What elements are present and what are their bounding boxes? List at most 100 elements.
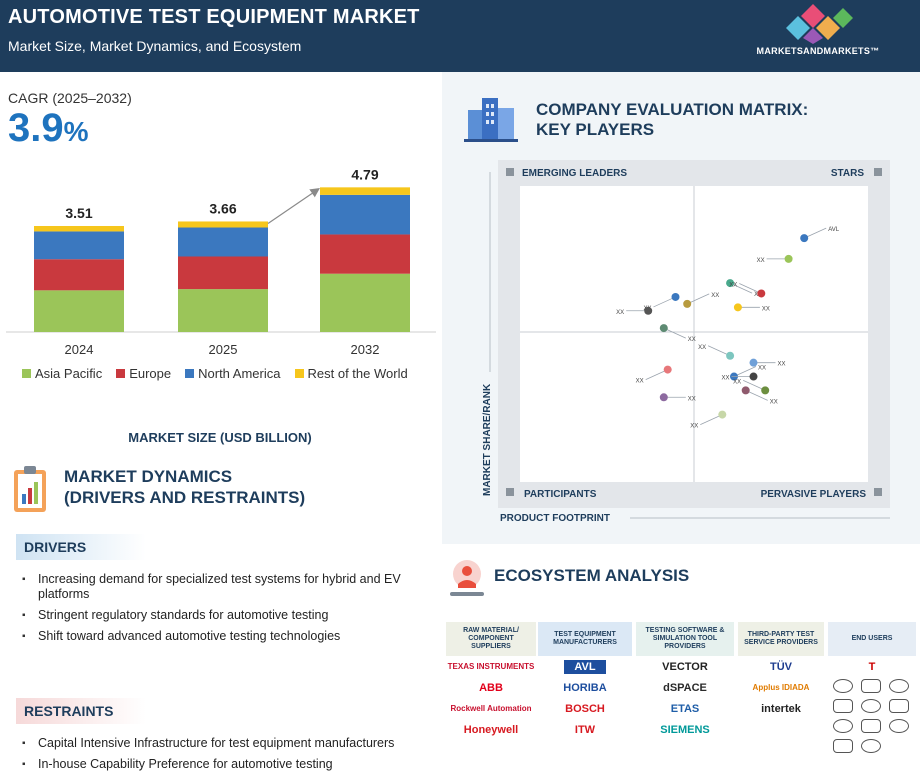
bar-segment — [320, 194, 410, 235]
ecosystem-column: END USERS T — [828, 622, 916, 784]
bar-segment — [320, 273, 410, 332]
car-brand-emblem-icon — [861, 699, 881, 713]
market-size-panel: CAGR (2025–2032) 3.9% 3.51 2024 3.66 2025 4.… — [0, 72, 440, 452]
point-leader-line — [804, 227, 827, 239]
quadrant-label-emerging-leaders: EMERGING LEADERS — [522, 168, 627, 179]
x-axis-label: PRODUCT FOOTPRINT — [500, 513, 610, 524]
matrix-title-line1: COMPANY EVALUATION MATRIX: — [536, 100, 809, 119]
company-point-label: XX — [757, 258, 765, 264]
drivers-list: Increasing demand for specialized test s… — [22, 572, 432, 650]
buildings-icon — [464, 98, 518, 142]
marketsandmarkets-logo-icon — [786, 4, 853, 44]
company-point-label: XX — [770, 399, 778, 405]
point-leader-line — [745, 389, 768, 401]
bar-segment — [34, 259, 124, 291]
company-logo: VECTOR — [662, 660, 708, 673]
cagr-number: 3.9 — [8, 106, 64, 150]
company-point-label: XX — [721, 376, 729, 382]
company-point — [749, 372, 758, 381]
point-leader-line — [663, 327, 686, 339]
company-point — [718, 410, 727, 419]
market-size-caption: MARKET SIZE (USD BILLION) — [128, 430, 312, 445]
legend-label: Rest of the World — [307, 366, 408, 381]
emerging-leaders-icon — [506, 168, 514, 176]
ecosystem-column-header: TESTING SOFTWARE & SIMULATION TOOL PROVI… — [636, 622, 734, 656]
ecosystem-column: THIRD-PARTY TEST SERVICE PROVIDERS TÜV App… — [738, 622, 824, 784]
matrix-title: COMPANY EVALUATION MATRIX: KEY PLAYERS — [536, 100, 808, 140]
legend-item: North America — [185, 366, 281, 381]
company-point-label: XX — [690, 424, 698, 430]
list-item: Shift toward advanced automotive testing… — [22, 629, 432, 644]
legend-item: Rest of the World — [294, 366, 408, 381]
x-tick-label: 2025 — [209, 342, 238, 357]
company-point — [659, 393, 668, 402]
company-logo: ETAS — [670, 702, 700, 715]
page-subtitle: Market Size, Market Dynamics, and Ecosys… — [8, 38, 302, 54]
legend-swatch — [116, 369, 126, 378]
company-logo: Rockwell Automation — [450, 704, 532, 713]
bar-segment — [34, 225, 124, 232]
bar-segment — [178, 256, 268, 290]
ecosystem-title: ECOSYSTEM ANALYSIS — [494, 566, 690, 585]
end-user-logos — [828, 679, 916, 753]
stars-icon — [874, 168, 882, 176]
bar-total-label: 3.66 — [209, 200, 236, 216]
dynamics-title: MARKET DYNAMICS (DRIVERS AND RESTRAINTS) — [64, 466, 305, 508]
list-item: Stringent regulatory standards for autom… — [22, 608, 432, 623]
ecosystem-column: RAW MATERIAL/ COMPONENT SUPPLIERS TEXAS I… — [446, 622, 536, 784]
company-logo: TÜV — [770, 660, 792, 673]
cagr-label: CAGR (2025–2032) — [8, 90, 132, 106]
list-item: Capital Intensive Infrastructure for tes… — [22, 736, 432, 751]
company-point — [671, 292, 680, 301]
car-brand-emblem-icon — [861, 739, 881, 753]
market-dynamics-panel: MARKET DYNAMICS (DRIVERS AND RESTRAINTS)… — [0, 452, 440, 784]
company-point-label: XX — [616, 310, 624, 316]
bar-segment — [178, 289, 268, 332]
company-point-label: XX — [729, 282, 737, 288]
list-item: Increasing demand for specialized test s… — [22, 572, 432, 602]
company-point-label: XX — [711, 293, 719, 299]
growth-arrow — [267, 187, 320, 224]
company-logo: dSPACE — [663, 681, 707, 694]
company-logo: ITW — [574, 723, 596, 736]
company-logo: TEXAS INSTRUMENTS — [447, 662, 535, 671]
car-brand-emblem-icon — [889, 699, 909, 713]
legend-label: North America — [198, 366, 281, 381]
car-brand-emblem-icon — [889, 679, 909, 693]
dynamics-title-line1: MARKET DYNAMICS — [64, 467, 233, 486]
legend-label: Asia Pacific — [35, 366, 103, 381]
point-leader-line — [707, 345, 731, 357]
page-title: AUTOMOTIVE TEST EQUIPMENT MARKET — [8, 6, 420, 28]
ecosystem-panel: ECOSYSTEM ANALYSIS RAW MATERIAL/ COMPONE… — [442, 544, 920, 784]
ecosystem-column: TESTING SOFTWARE & SIMULATION TOOL PROVI… — [636, 622, 734, 784]
legend-swatch — [294, 369, 304, 378]
company-point — [659, 324, 668, 333]
legend-label: Europe — [129, 366, 172, 381]
cagr-unit: % — [63, 116, 89, 147]
point-leader-line — [733, 366, 757, 377]
restraints-list: Capital Intensive Infrastructure for tes… — [22, 736, 432, 778]
company-logo: T — [868, 660, 876, 673]
company-point — [663, 365, 672, 374]
company-point — [749, 358, 758, 367]
car-brand-emblem-icon — [833, 699, 853, 713]
ecosystem-column: TEST EQUIPMENT MANUFACTURERS AVL HORIBA BOS… — [538, 622, 632, 784]
company-point — [726, 279, 735, 288]
company-point-label: XX — [688, 396, 696, 402]
company-point — [733, 303, 742, 312]
ecosystem-column-header: TEST EQUIPMENT MANUFACTURERS — [538, 622, 632, 656]
company-logo: AVL — [538, 656, 632, 677]
car-brand-emblem-icon — [861, 679, 881, 693]
company-logo: Honeywell — [463, 723, 519, 736]
point-leader-line — [700, 414, 723, 425]
legend-item: Asia Pacific — [22, 366, 102, 381]
company-point-label: XX — [698, 345, 706, 351]
company-point-label: AVL — [828, 227, 840, 233]
x-tick-label: 2032 — [351, 342, 380, 357]
quadrant-label-pervasive-players: PERVASIVE PLAYERS — [761, 489, 867, 500]
y-axis-label: MARKET SHARE/RANK — [482, 383, 493, 496]
company-point — [757, 289, 766, 298]
bar-segment — [320, 187, 410, 195]
brand-name: MARKETSANDMARKETS™ — [756, 46, 880, 56]
bar-segment — [178, 227, 268, 257]
